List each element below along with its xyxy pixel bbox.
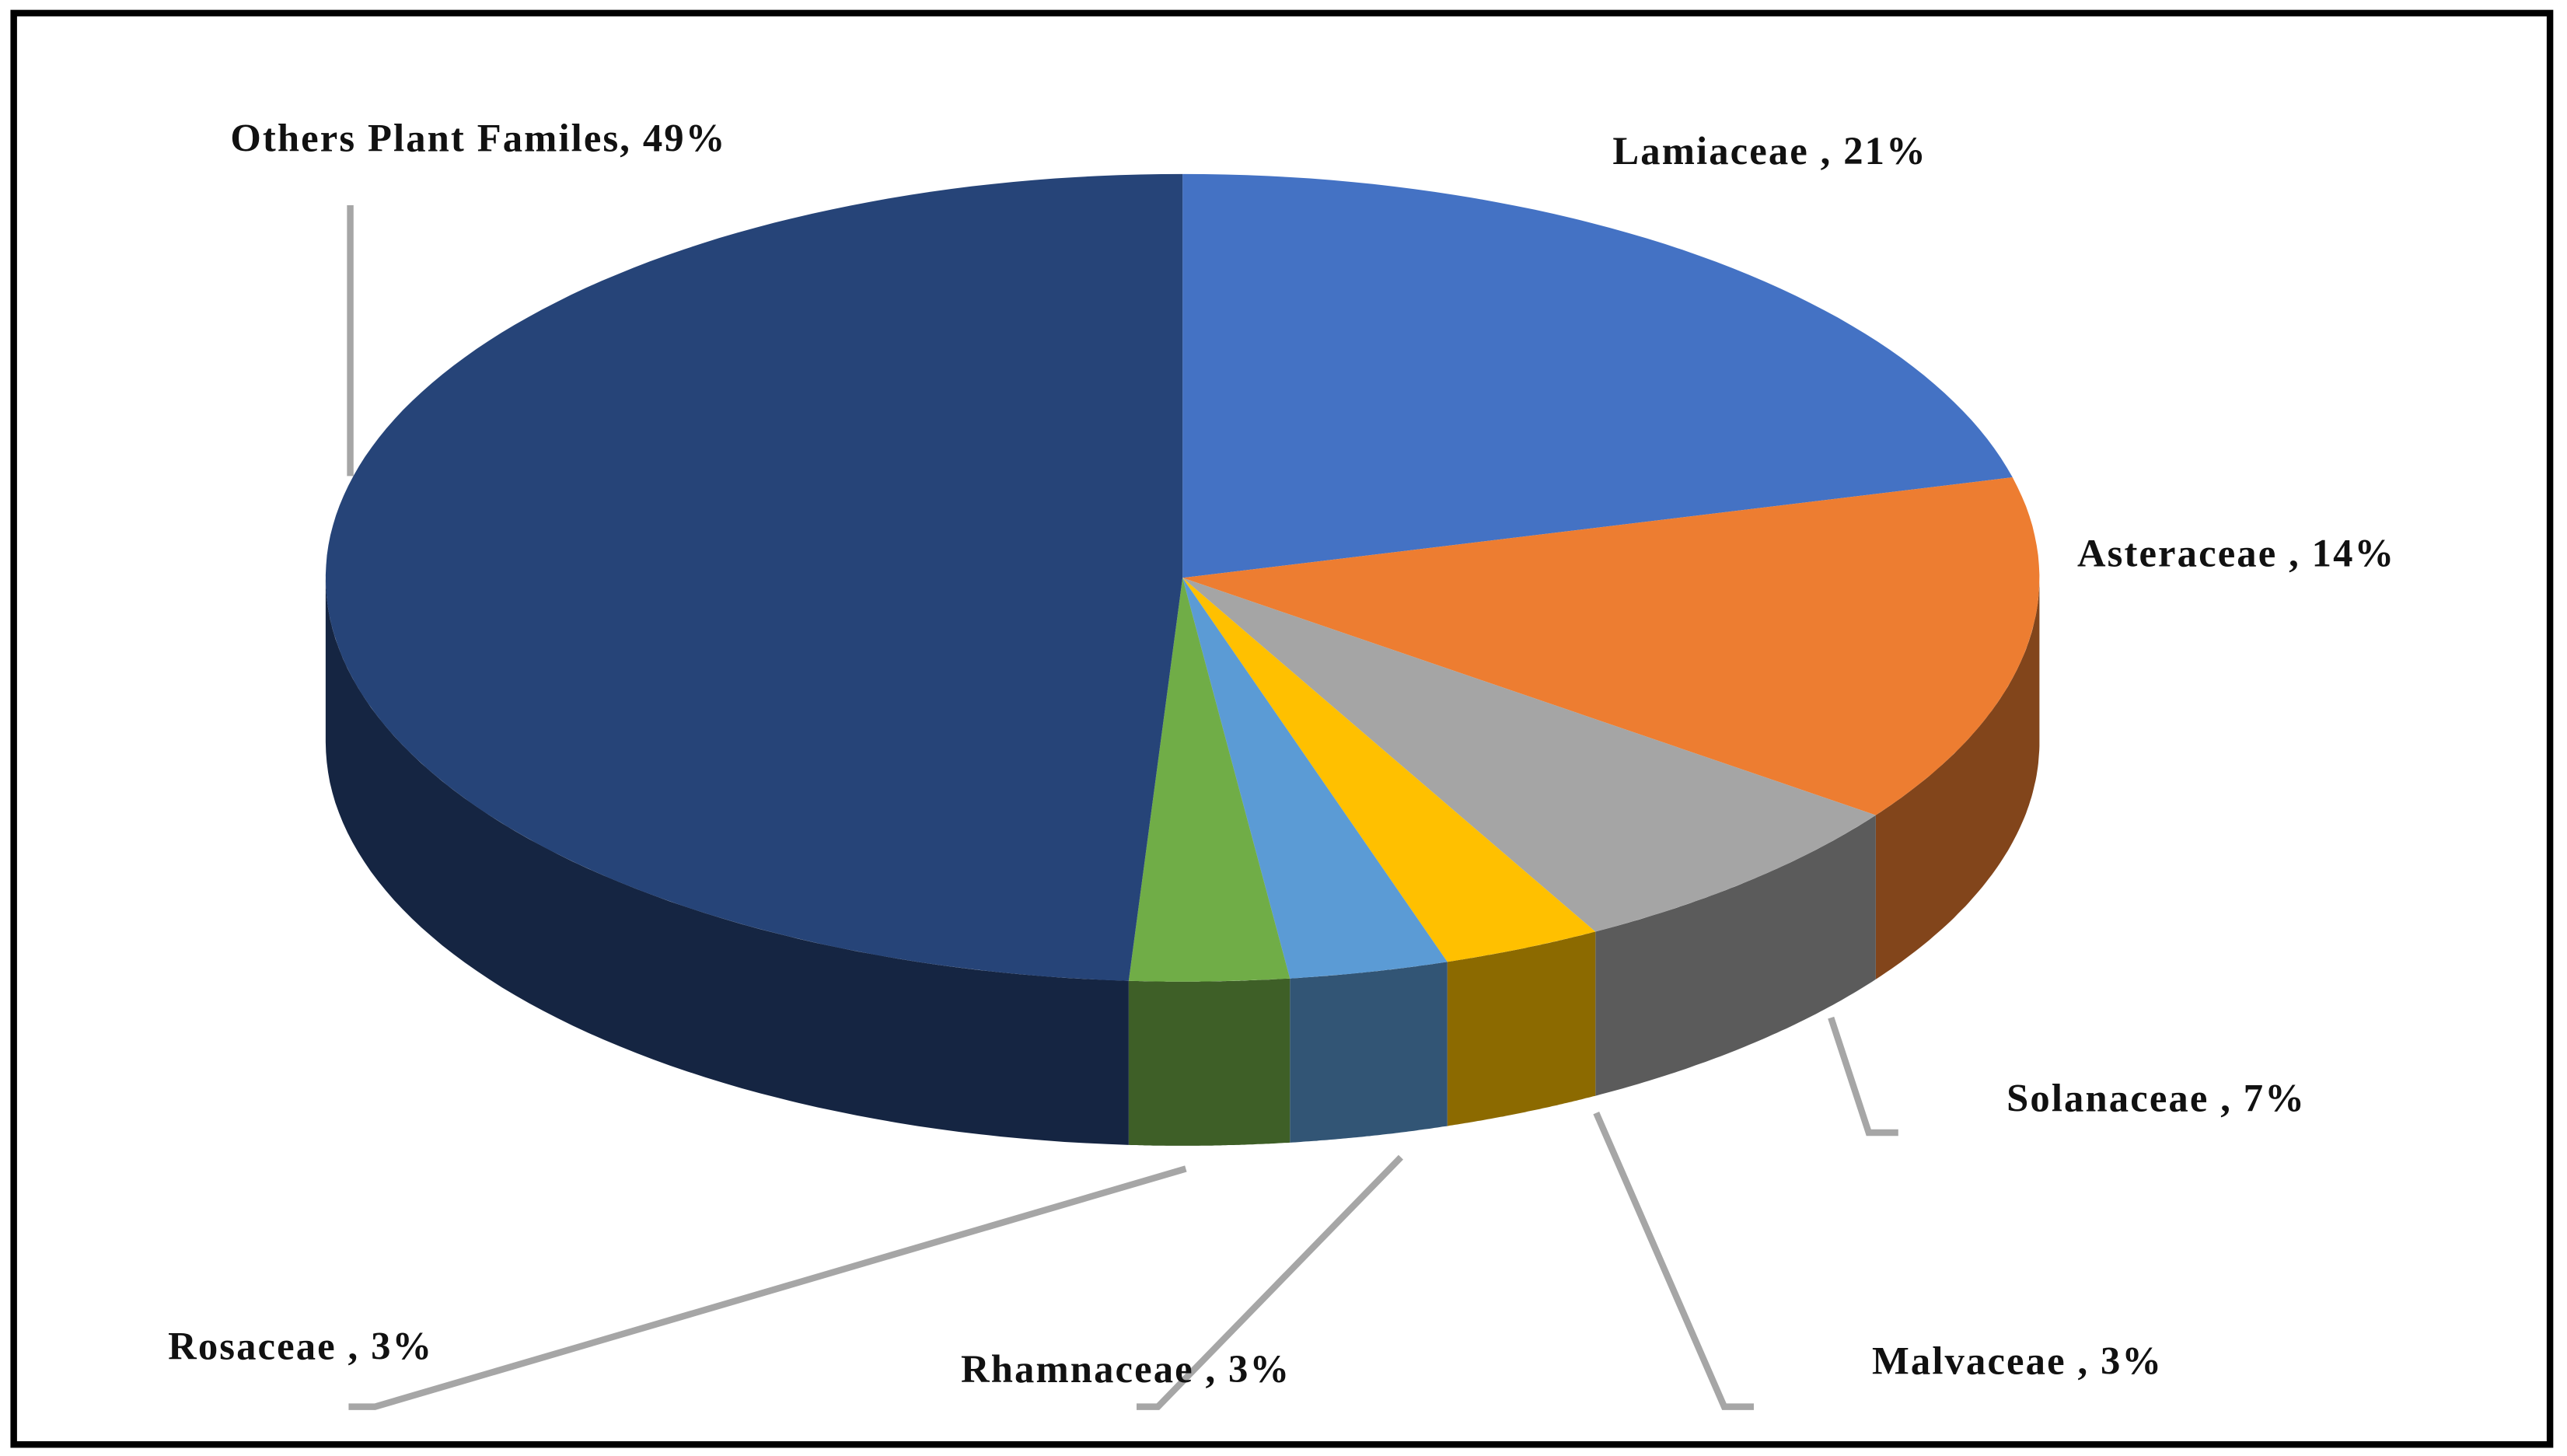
data-label: Asteraceae , 14%: [2077, 532, 2395, 575]
pie-slice: [1182, 578, 1876, 932]
pie-slice-side: [1595, 815, 1876, 1096]
pie-sides: [325, 578, 2040, 1146]
pie-slice: [1182, 173, 2013, 578]
pie-slice-side: [1290, 962, 1448, 1143]
data-label: Others Plant Familes, 49%: [230, 116, 726, 159]
pie-slice: [1182, 578, 1596, 962]
data-label: Rhamnaceae , 3%: [961, 1347, 1290, 1391]
pie-slice-side: [1128, 978, 1290, 1146]
leader-line: [1593, 1111, 1754, 1410]
pie-slice: [1182, 578, 1448, 979]
data-label: Malvaceae , 3%: [1872, 1339, 2163, 1382]
pie-slice: [1128, 578, 1290, 982]
pie-slice-side: [1875, 578, 2040, 979]
data-label: Rosaceae , 3%: [168, 1324, 433, 1367]
pie-slice-side: [325, 578, 1129, 1145]
leader-line: [1137, 1154, 1404, 1410]
pie-slice: [1182, 477, 2040, 815]
pie-slice-side: [1447, 931, 1596, 1126]
data-label: Solanaceae , 7%: [2006, 1077, 2306, 1120]
pie-tops: [325, 173, 2040, 982]
leader-line: [348, 1165, 1187, 1410]
leader-line: [1828, 1016, 1898, 1137]
pie-slice: [325, 173, 1183, 981]
data-label: Lamiaceae , 21%: [1612, 129, 1926, 173]
